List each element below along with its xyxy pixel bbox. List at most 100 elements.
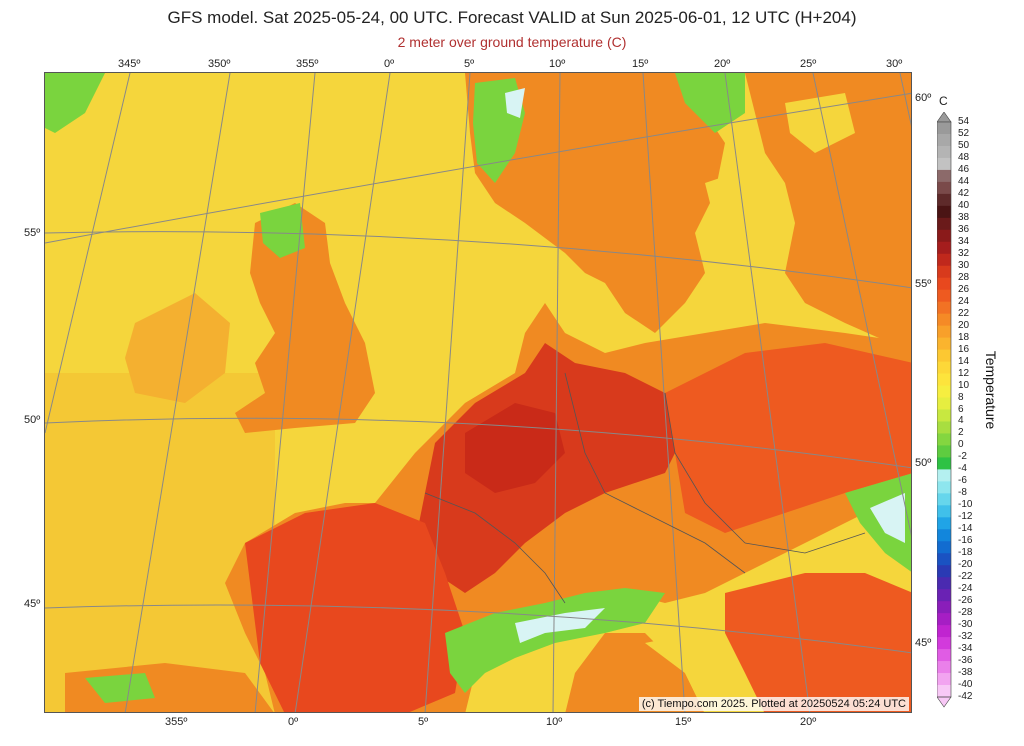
colorbar-swatch-17: [937, 325, 951, 339]
colorbar-tick-1: 52: [958, 127, 970, 139]
colorbar-swatch-11: [937, 253, 951, 267]
colorbar-swatch-45: [937, 661, 951, 674]
colorbar-swatch-36: [937, 553, 951, 566]
longitude-line-10: [552, 73, 561, 712]
longitude-line-0: [294, 73, 391, 712]
colorbar-swatch-32: [937, 505, 951, 518]
top-longitude-label-7: 20º: [714, 58, 731, 70]
top-longitude-label-0: 345º: [118, 58, 141, 70]
colorbar-swatch-13: [937, 277, 951, 291]
scandinavia-land: [465, 73, 725, 333]
alps-cool-area: [445, 588, 665, 693]
colorbar-swatch-14: [937, 289, 951, 303]
colorbar-tick-41: -28: [958, 607, 973, 619]
gulf-of-finland: [785, 93, 855, 153]
colorbar-tick-18: 18: [958, 331, 970, 343]
longitude-line-20: [724, 73, 811, 712]
longitude-line-5: [424, 73, 471, 712]
colorbar-tick-20: 14: [958, 355, 970, 367]
ireland-land: [125, 293, 230, 403]
latitude-line-45: [45, 604, 911, 654]
temperature-map[interactable]: (c) Tiempo.com 2025. Plotted at 20250524…: [44, 72, 912, 713]
colorbar-swatch-8: [937, 217, 951, 231]
norway-snow: [505, 88, 525, 118]
alps-snow: [515, 608, 605, 643]
copyright-notice: (c) Tiempo.com 2025. Plotted at 20250524…: [638, 697, 909, 711]
country-borders: [424, 372, 866, 604]
colorbar-tick-7: 40: [958, 199, 970, 211]
carpathians-snow: [870, 493, 905, 543]
map-canvas: [45, 73, 911, 712]
colorbar-tick-46: -38: [958, 667, 973, 679]
colorbar-tick-26: 2: [958, 427, 964, 439]
top-longitude-label-4: 5º: [464, 58, 475, 70]
colorbar-tick-14: 26: [958, 283, 970, 295]
colorbar-swatch-24: [937, 409, 951, 422]
colorbar-tick-17: 20: [958, 319, 970, 331]
colorbar-tick-29: -4: [958, 463, 967, 475]
temperature-colorbar: [936, 111, 957, 717]
colorbar-tick-32: -10: [958, 499, 973, 511]
top-longitude-label-6: 15º: [632, 58, 649, 70]
colorbar-swatch-1: [937, 133, 951, 147]
colorbar-swatch-12: [937, 265, 951, 279]
colorbar-tick-31: -8: [958, 487, 967, 499]
colorbar-tick-2: 50: [958, 139, 970, 151]
colorbar-tick-28: -2: [958, 451, 967, 463]
bottom-longitude-label-4: 15º: [675, 716, 692, 728]
colorbar-swatch-27: [937, 445, 951, 458]
colorbar-tick-39: -24: [958, 583, 973, 595]
colorbar-swatch-35: [937, 541, 951, 554]
right-latitude-label-0: 60º: [915, 92, 932, 104]
colorbar-tick-21: 12: [958, 367, 970, 379]
colorbar-tick-47: -40: [958, 679, 973, 691]
colorbar-swatch-34: [937, 529, 951, 542]
colorbar-swatch-3: [937, 157, 951, 171]
colorbar-swatch-20: [937, 361, 951, 375]
scotland-cool-area: [260, 203, 305, 258]
top-longitude-label-3: 0º: [384, 58, 395, 70]
legend-unit: C: [939, 94, 948, 108]
italy-land: [565, 633, 705, 712]
longitude-line-25: [812, 73, 911, 537]
colorbar-swatch-21: [937, 373, 951, 387]
top-longitude-label-1: 350º: [208, 58, 231, 70]
graticule: [45, 73, 911, 712]
colorbar-tick-48: -42: [958, 691, 973, 702]
colorbar-swatch-16: [937, 313, 951, 327]
colorbar-swatch-19: [937, 349, 951, 363]
bottom-longitude-label-1: 0º: [288, 716, 299, 728]
colorbar-tick-13: 28: [958, 271, 970, 283]
great-britain-land: [235, 203, 375, 433]
colorbar-bottom-arrow: [936, 696, 952, 708]
longitude-line-350: [124, 73, 231, 712]
colorbar-tick-5: 44: [958, 175, 970, 187]
longitude-line-345: [45, 73, 131, 434]
colorbar-tick-12: 30: [958, 259, 970, 271]
colorbar-swatch-9: [937, 229, 951, 243]
cool-ocean-patch: [45, 73, 105, 133]
colorbar-tick-9: 36: [958, 223, 970, 235]
hottest-zone: [465, 403, 565, 493]
colorbar-tick-23: 8: [958, 391, 964, 403]
colorbar-swatch-46: [937, 673, 951, 686]
colorbar-tick-16: 22: [958, 307, 970, 319]
colorbar-tick-27: 0: [958, 439, 964, 451]
colorbar-tick-24: 6: [958, 403, 964, 415]
legend-title: Temperature: [983, 350, 999, 430]
colorbar-tick-4: 46: [958, 163, 970, 175]
colorbar-swatch-37: [937, 565, 951, 578]
colorbar-tick-3: 48: [958, 151, 970, 163]
colorbar-swatch-30: [937, 481, 951, 494]
longitude-line-355: [254, 73, 316, 712]
colorbar-tick-38: -22: [958, 571, 973, 583]
colorbar-swatch-43: [937, 637, 951, 650]
colorbar-swatch-41: [937, 613, 951, 626]
colorbar-swatch-4: [937, 169, 951, 183]
colorbar-swatch-18: [937, 337, 951, 351]
colorbar-outline: [936, 121, 952, 698]
colorbar-top-arrow: [936, 111, 952, 123]
colorbar-swatch-23: [937, 397, 951, 410]
bottom-longitude-label-2: 5º: [418, 716, 429, 728]
colorbar-tick-33: -12: [958, 511, 973, 523]
